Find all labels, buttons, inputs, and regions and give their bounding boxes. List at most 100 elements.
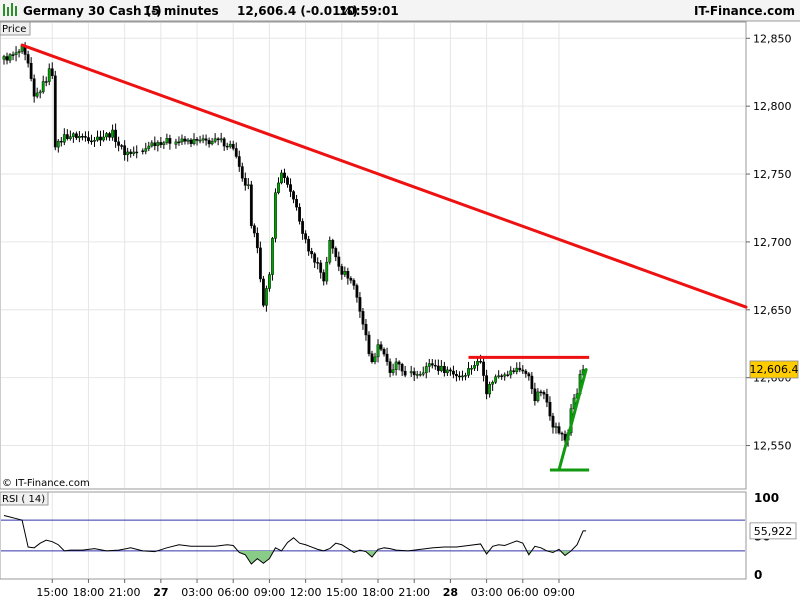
candle-body [261,278,265,306]
candle-body [59,140,63,143]
candle-body [283,172,286,178]
candle-body [265,288,268,306]
price-candle [26,50,30,68]
price-candle [78,131,81,143]
price-candle [265,285,268,312]
candle-body [503,374,507,377]
candle-body [445,369,449,374]
candle-body [325,261,329,282]
rsi-series [3,514,587,565]
candle-body [47,68,51,82]
candle-body [183,138,187,142]
candle-body [527,373,531,377]
candle-body [403,370,407,376]
price-candle [153,136,157,151]
price-candle [433,359,437,370]
price-candle [370,350,374,364]
price-candle [35,87,39,99]
candle-body [135,151,139,154]
candle-body [412,371,416,376]
price-candle [488,381,492,398]
candle-body [180,138,184,143]
candle-body [352,280,356,286]
candle-body [343,271,347,275]
rsi-oversold-area [560,550,572,556]
candle-body [334,248,338,258]
candle-body [548,401,552,417]
price-candle [310,247,314,259]
candle-body [111,129,114,138]
candle-body [307,238,311,252]
price-candle [68,130,72,141]
candle-body [35,92,39,97]
candle-body [219,138,223,141]
price-candle [268,272,271,292]
candle-body [189,139,193,144]
price-candle [298,203,301,225]
candle-body [120,145,124,147]
price-candle [521,365,525,374]
candle-body [240,166,244,179]
price-candle [452,365,455,379]
price-candle [545,388,549,408]
candle-body [81,136,84,138]
price-candle [277,177,280,195]
candle-body [295,199,298,208]
header-bar [0,0,800,21]
candle-body [394,361,398,370]
watermark: © IT-Finance.com [2,478,90,489]
candle-body [436,365,440,371]
price-candle [201,134,205,144]
price-candle [252,223,256,238]
candle-body [560,432,564,435]
price-candle [246,178,250,190]
rsi-tick-label: 100 [754,491,779,505]
price-candle [509,366,513,379]
candle-body [153,142,157,147]
candle-body [84,136,87,138]
price-candle [527,371,531,381]
time-tick-label: 27 [153,586,168,599]
candle-body [280,172,283,184]
price-candle [412,367,416,382]
time-tick-label: 09:00 [543,586,575,599]
candle-body [488,384,492,395]
resistance-trendline [20,43,748,309]
price-candle [343,266,347,278]
price-candle [418,371,422,377]
price-candle [403,365,407,378]
price-candle [237,150,241,172]
candle-body [409,371,413,374]
price-candle [442,361,446,377]
price-candle [96,130,99,142]
price-candle [56,139,60,153]
candle-body [53,75,57,148]
price-candle [108,131,111,141]
time-tick-label: 21:00 [109,586,141,599]
candle-body [14,52,18,55]
price-candle [183,135,187,145]
candle-body [93,139,96,142]
price-candle [99,130,102,146]
candle-body [126,151,130,156]
candle-body [147,145,151,149]
price-candle [334,246,338,262]
price-candle [186,138,190,145]
price-candle [129,149,133,158]
candle-body [231,143,235,149]
price-candle [228,140,232,149]
price-candle [458,371,461,381]
price-candle [274,188,277,243]
price-candle [32,74,36,103]
candle-body [316,262,320,264]
price-candles [2,42,585,447]
candle-body [41,81,45,93]
candle-body [56,140,60,148]
price-candle [470,365,473,375]
candle-body [2,56,6,60]
last-price-badge [749,360,799,379]
price-candle [421,366,425,377]
price-candle [485,369,489,400]
price-tick-label: 12,750 [753,168,792,181]
price-candle [337,251,341,272]
